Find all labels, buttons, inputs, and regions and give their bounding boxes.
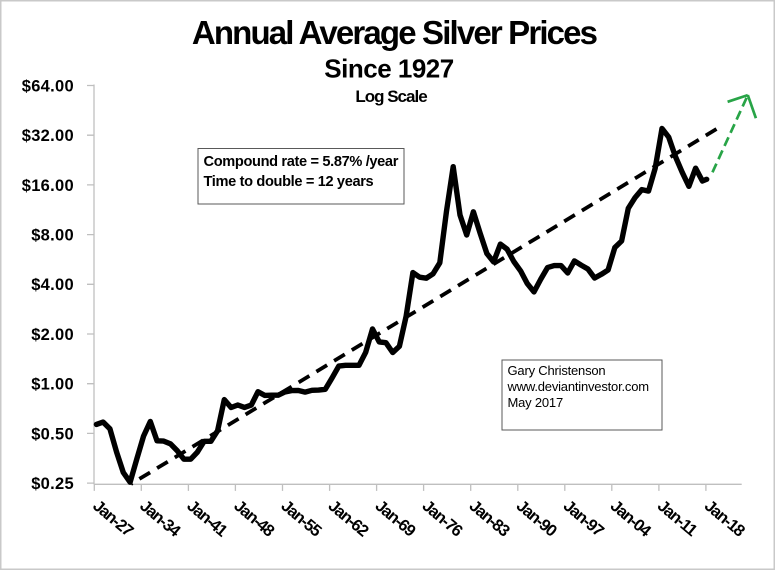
svg-text:Compound rate = 5.87% /year: Compound rate = 5.87% /year: [204, 154, 399, 170]
svg-text:$32.00: $32.00: [22, 127, 74, 145]
svg-text:May 2017: May 2017: [508, 395, 564, 410]
svg-text:Since 1927: Since 1927: [324, 54, 453, 84]
svg-text:Annual Average Silver Prices: Annual Average Silver Prices: [192, 14, 597, 51]
svg-text:$1.00: $1.00: [31, 376, 74, 394]
svg-text:$8.00: $8.00: [31, 227, 74, 245]
svg-text:$16.00: $16.00: [22, 177, 74, 195]
svg-text:Time to double = 12 years: Time to double = 12 years: [204, 174, 374, 190]
svg-text:www.deviantinvestor.com: www.deviantinvestor.com: [507, 379, 649, 394]
svg-text:$2.00: $2.00: [31, 326, 74, 344]
svg-text:$64.00: $64.00: [22, 77, 74, 95]
svg-text:Log Scale: Log Scale: [355, 87, 427, 106]
svg-text:$0.50: $0.50: [31, 425, 74, 443]
svg-text:$4.00: $4.00: [31, 276, 74, 294]
svg-text:$0.25: $0.25: [31, 475, 74, 493]
svg-text:Gary Christenson: Gary Christenson: [508, 363, 606, 378]
